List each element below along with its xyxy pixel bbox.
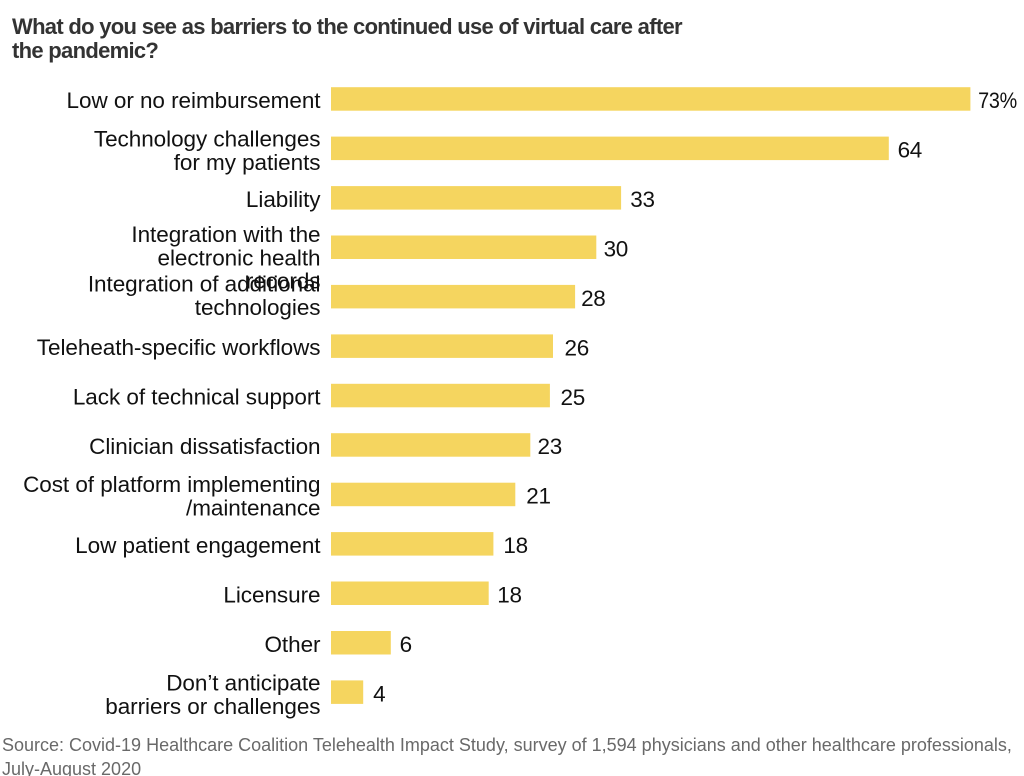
svg-text:Other: Other <box>264 632 321 657</box>
svg-text:Liability: Liability <box>246 187 321 212</box>
svg-text:6: 6 <box>400 632 412 657</box>
svg-text:Teleheath-specific workflows: Teleheath-specific workflows <box>37 335 321 360</box>
svg-text:18: 18 <box>497 583 521 608</box>
svg-text:30: 30 <box>604 237 628 262</box>
svg-text:Technology challenges: Technology challenges <box>94 127 321 152</box>
svg-text:Clinician dissatisfaction: Clinician dissatisfaction <box>89 434 320 459</box>
svg-text:for my patients: for my patients <box>174 150 321 175</box>
svg-text:barriers or challenges: barriers or challenges <box>105 694 320 719</box>
svg-text:/maintenance: /maintenance <box>186 495 321 520</box>
svg-text:Source: Covid-19 Healthcare Co: Source: Covid-19 Healthcare Coalition Te… <box>2 735 1012 755</box>
svg-text:Integration of additional: Integration of additional <box>88 272 321 297</box>
svg-text:64: 64 <box>898 138 922 163</box>
svg-text:25: 25 <box>561 385 585 410</box>
svg-text:28: 28 <box>581 286 605 311</box>
svg-text:July-August 2020: July-August 2020 <box>2 759 141 776</box>
svg-text:23: 23 <box>538 434 562 459</box>
svg-text:the pandemic?: the pandemic? <box>12 38 158 63</box>
svg-text:Lack of technical support: Lack of technical support <box>73 385 321 410</box>
svg-text:Low or no reimbursement: Low or no reimbursement <box>67 88 322 113</box>
svg-text:Low patient engagement: Low patient engagement <box>75 533 321 558</box>
svg-text:electronic health: electronic health <box>157 245 320 270</box>
svg-text:Licensure: Licensure <box>223 583 320 608</box>
svg-text:records: records <box>246 269 321 294</box>
svg-text:33: 33 <box>630 187 654 212</box>
svg-text:73%: 73% <box>978 88 1017 113</box>
svg-text:Integration with the: Integration with the <box>131 222 320 247</box>
svg-text:26: 26 <box>565 335 589 360</box>
svg-text:4: 4 <box>373 681 385 706</box>
svg-text:21: 21 <box>526 484 550 509</box>
svg-text:What do you see as barriers to: What do you see as barriers to the conti… <box>12 14 683 39</box>
svg-text:18: 18 <box>503 533 527 558</box>
svg-text:Don’t anticipate: Don’t anticipate <box>166 671 320 696</box>
svg-text:Cost of platform implementing: Cost of platform implementing <box>23 472 320 497</box>
svg-text:technologies: technologies <box>195 295 321 320</box>
